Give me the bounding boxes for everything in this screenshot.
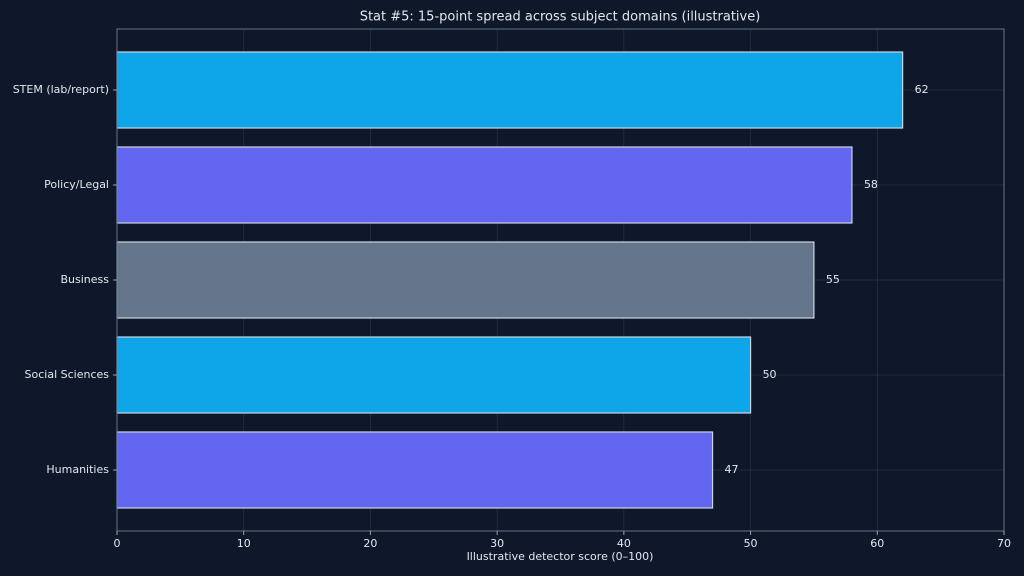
- x-tick-label: 50: [744, 537, 758, 550]
- bar: [116, 336, 752, 414]
- value-label: 62: [915, 83, 929, 96]
- x-tick-label: 70: [997, 537, 1011, 550]
- bars: 62 58 55 50 47: [116, 51, 929, 509]
- value-label: 47: [725, 463, 739, 476]
- x-tick-label: 40: [617, 537, 631, 550]
- value-label: 55: [826, 273, 840, 286]
- bar: [116, 146, 853, 224]
- x-tick-label: 0: [114, 537, 121, 550]
- bar: [116, 51, 904, 129]
- value-label: 58: [864, 178, 878, 191]
- x-tick-label: 20: [363, 537, 377, 550]
- chart-title: Stat #5: 15-point spread across subject …: [360, 10, 761, 25]
- bar: [116, 241, 815, 319]
- y-tick-label: STEM (lab/report): [13, 83, 109, 96]
- y-tick-label: Policy/Legal: [44, 178, 109, 191]
- value-label: 50: [763, 368, 777, 381]
- y-tick-label: Business: [60, 273, 109, 286]
- x-tick-label: 10: [237, 537, 251, 550]
- y-tick-label: Social Sciences: [25, 368, 110, 381]
- x-tick-label: 30: [490, 537, 504, 550]
- x-tick-label: 60: [870, 537, 884, 550]
- x-axis-label: Illustrative detector score (0–100): [467, 550, 654, 563]
- bar: [116, 431, 714, 509]
- y-tick-label: Humanities: [46, 463, 109, 476]
